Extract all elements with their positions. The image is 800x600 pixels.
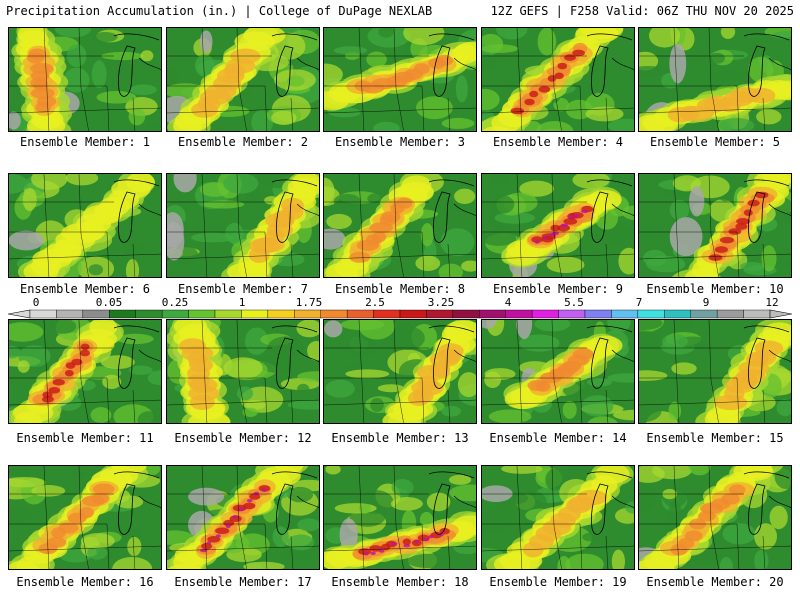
colorbar-swatch <box>558 309 586 319</box>
colorbar-swatch <box>267 309 295 319</box>
colorbar-swatch <box>716 309 744 319</box>
ensemble-map-panel <box>323 465 477 570</box>
colorbar-swatch <box>611 309 639 319</box>
colorbar-swatch <box>479 309 506 319</box>
colorbar-swatch <box>690 309 718 319</box>
ensemble-member-label: Ensemble Member: 20 <box>646 575 784 589</box>
ensemble-member-label: Ensemble Member: 6 <box>19 282 151 296</box>
ensemble-member-label: Ensemble Member: 15 <box>646 431 784 445</box>
ensemble-map-panel <box>481 173 635 278</box>
colorbar-tick-label: 1 <box>238 296 246 309</box>
colorbar-tick-label: 5.5 <box>564 296 584 309</box>
colorbar-left-arrow <box>8 309 31 319</box>
ensemble-member-label: Ensemble Member: 3 <box>334 135 466 149</box>
ensemble-member-label: Ensemble Member: 5 <box>649 135 781 149</box>
colorbar-swatch <box>56 309 84 319</box>
ensemble-map-panel <box>481 319 635 424</box>
colorbar-tick-label: 2.5 <box>365 296 385 309</box>
ensemble-member-label: Ensemble Member: 11 <box>16 431 154 445</box>
ensemble-map-panel <box>166 27 320 132</box>
colorbar-tick-label: 3.25 <box>427 296 455 309</box>
colorbar-swatch <box>82 309 110 319</box>
colorbar-tick-label: 7 <box>635 296 643 309</box>
colorbar-tick-label: 0 <box>32 296 40 309</box>
colorbar-tick-label: 4 <box>504 296 512 309</box>
colorbar-tick-label: 9 <box>702 296 710 309</box>
ensemble-map-panel <box>8 173 162 278</box>
ensemble-member-label: Ensemble Member: 4 <box>492 135 624 149</box>
ensemble-map-panel <box>323 173 477 278</box>
colorbar-tick-label: 0.05 <box>95 296 123 309</box>
ensemble-map-panel <box>638 173 792 278</box>
ensemble-map-panel <box>8 465 162 570</box>
ensemble-map-panel <box>638 27 792 132</box>
ensemble-map-panel <box>8 319 162 424</box>
ensemble-map-panel <box>166 173 320 278</box>
colorbar-swatch <box>637 309 665 319</box>
ensemble-member-label: Ensemble Member: 13 <box>331 431 469 445</box>
colorbar-swatch <box>294 309 321 319</box>
colorbar-swatch <box>161 309 189 319</box>
ensemble-map-panel <box>323 27 477 132</box>
ensemble-map-panel <box>638 319 792 424</box>
colorbar-swatch <box>29 309 57 319</box>
ensemble-member-label: Ensemble Member: 1 <box>19 135 151 149</box>
colorbar-swatch <box>346 309 374 319</box>
colorbar-swatch <box>584 309 612 319</box>
ensemble-map-panel <box>166 465 320 570</box>
colorbar-right-arrow <box>769 309 792 319</box>
colorbar-tick-label: 12 <box>765 296 779 309</box>
colorbar-swatch <box>135 309 163 319</box>
ensemble-map-panel <box>638 465 792 570</box>
ensemble-member-label: Ensemble Member: 2 <box>177 135 309 149</box>
ensemble-member-label: Ensemble Member: 10 <box>646 282 784 296</box>
ensemble-map-panel <box>481 27 635 132</box>
ensemble-member-label: Ensemble Member: 17 <box>174 575 312 589</box>
colorbar-swatch <box>320 309 348 319</box>
ensemble-map-panel <box>323 319 477 424</box>
ensemble-member-label: Ensemble Member: 7 <box>177 282 309 296</box>
colorbar-swatch <box>214 309 242 319</box>
colorbar-swatch <box>399 309 427 319</box>
ensemble-member-label: Ensemble Member: 9 <box>492 282 624 296</box>
colorbar-swatch <box>452 309 480 319</box>
ensemble-member-label: Ensemble Member: 14 <box>489 431 627 445</box>
ensemble-member-label: Ensemble Member: 8 <box>334 282 466 296</box>
ensemble-map-panel <box>166 319 320 424</box>
ensemble-member-label: Ensemble Member: 18 <box>331 575 469 589</box>
precip-colorbar <box>8 309 792 319</box>
ensemble-member-label: Ensemble Member: 16 <box>16 575 154 589</box>
colorbar-swatch <box>743 309 771 319</box>
colorbar-swatch <box>664 309 691 319</box>
colorbar-swatch <box>505 309 533 319</box>
ensemble-member-label: Ensemble Member: 19 <box>489 575 627 589</box>
colorbar-swatch <box>109 309 136 319</box>
colorbar-swatch <box>373 309 401 319</box>
colorbar-swatch <box>188 309 216 319</box>
colorbar-tick-label: 1.75 <box>295 296 323 309</box>
ensemble-map-panel <box>481 465 635 570</box>
map-title: Precipitation Accumulation (in.) | Colle… <box>6 4 433 18</box>
colorbar-swatch <box>531 309 559 319</box>
colorbar-swatch <box>241 309 269 319</box>
ensemble-member-label: Ensemble Member: 12 <box>174 431 312 445</box>
ensemble-map-panel <box>8 27 162 132</box>
run-valid-time: 12Z GEFS | F258 Valid: 06Z THU NOV 20 20… <box>490 4 794 18</box>
colorbar-tick-label: 0.25 <box>161 296 189 309</box>
colorbar-swatch <box>426 309 454 319</box>
